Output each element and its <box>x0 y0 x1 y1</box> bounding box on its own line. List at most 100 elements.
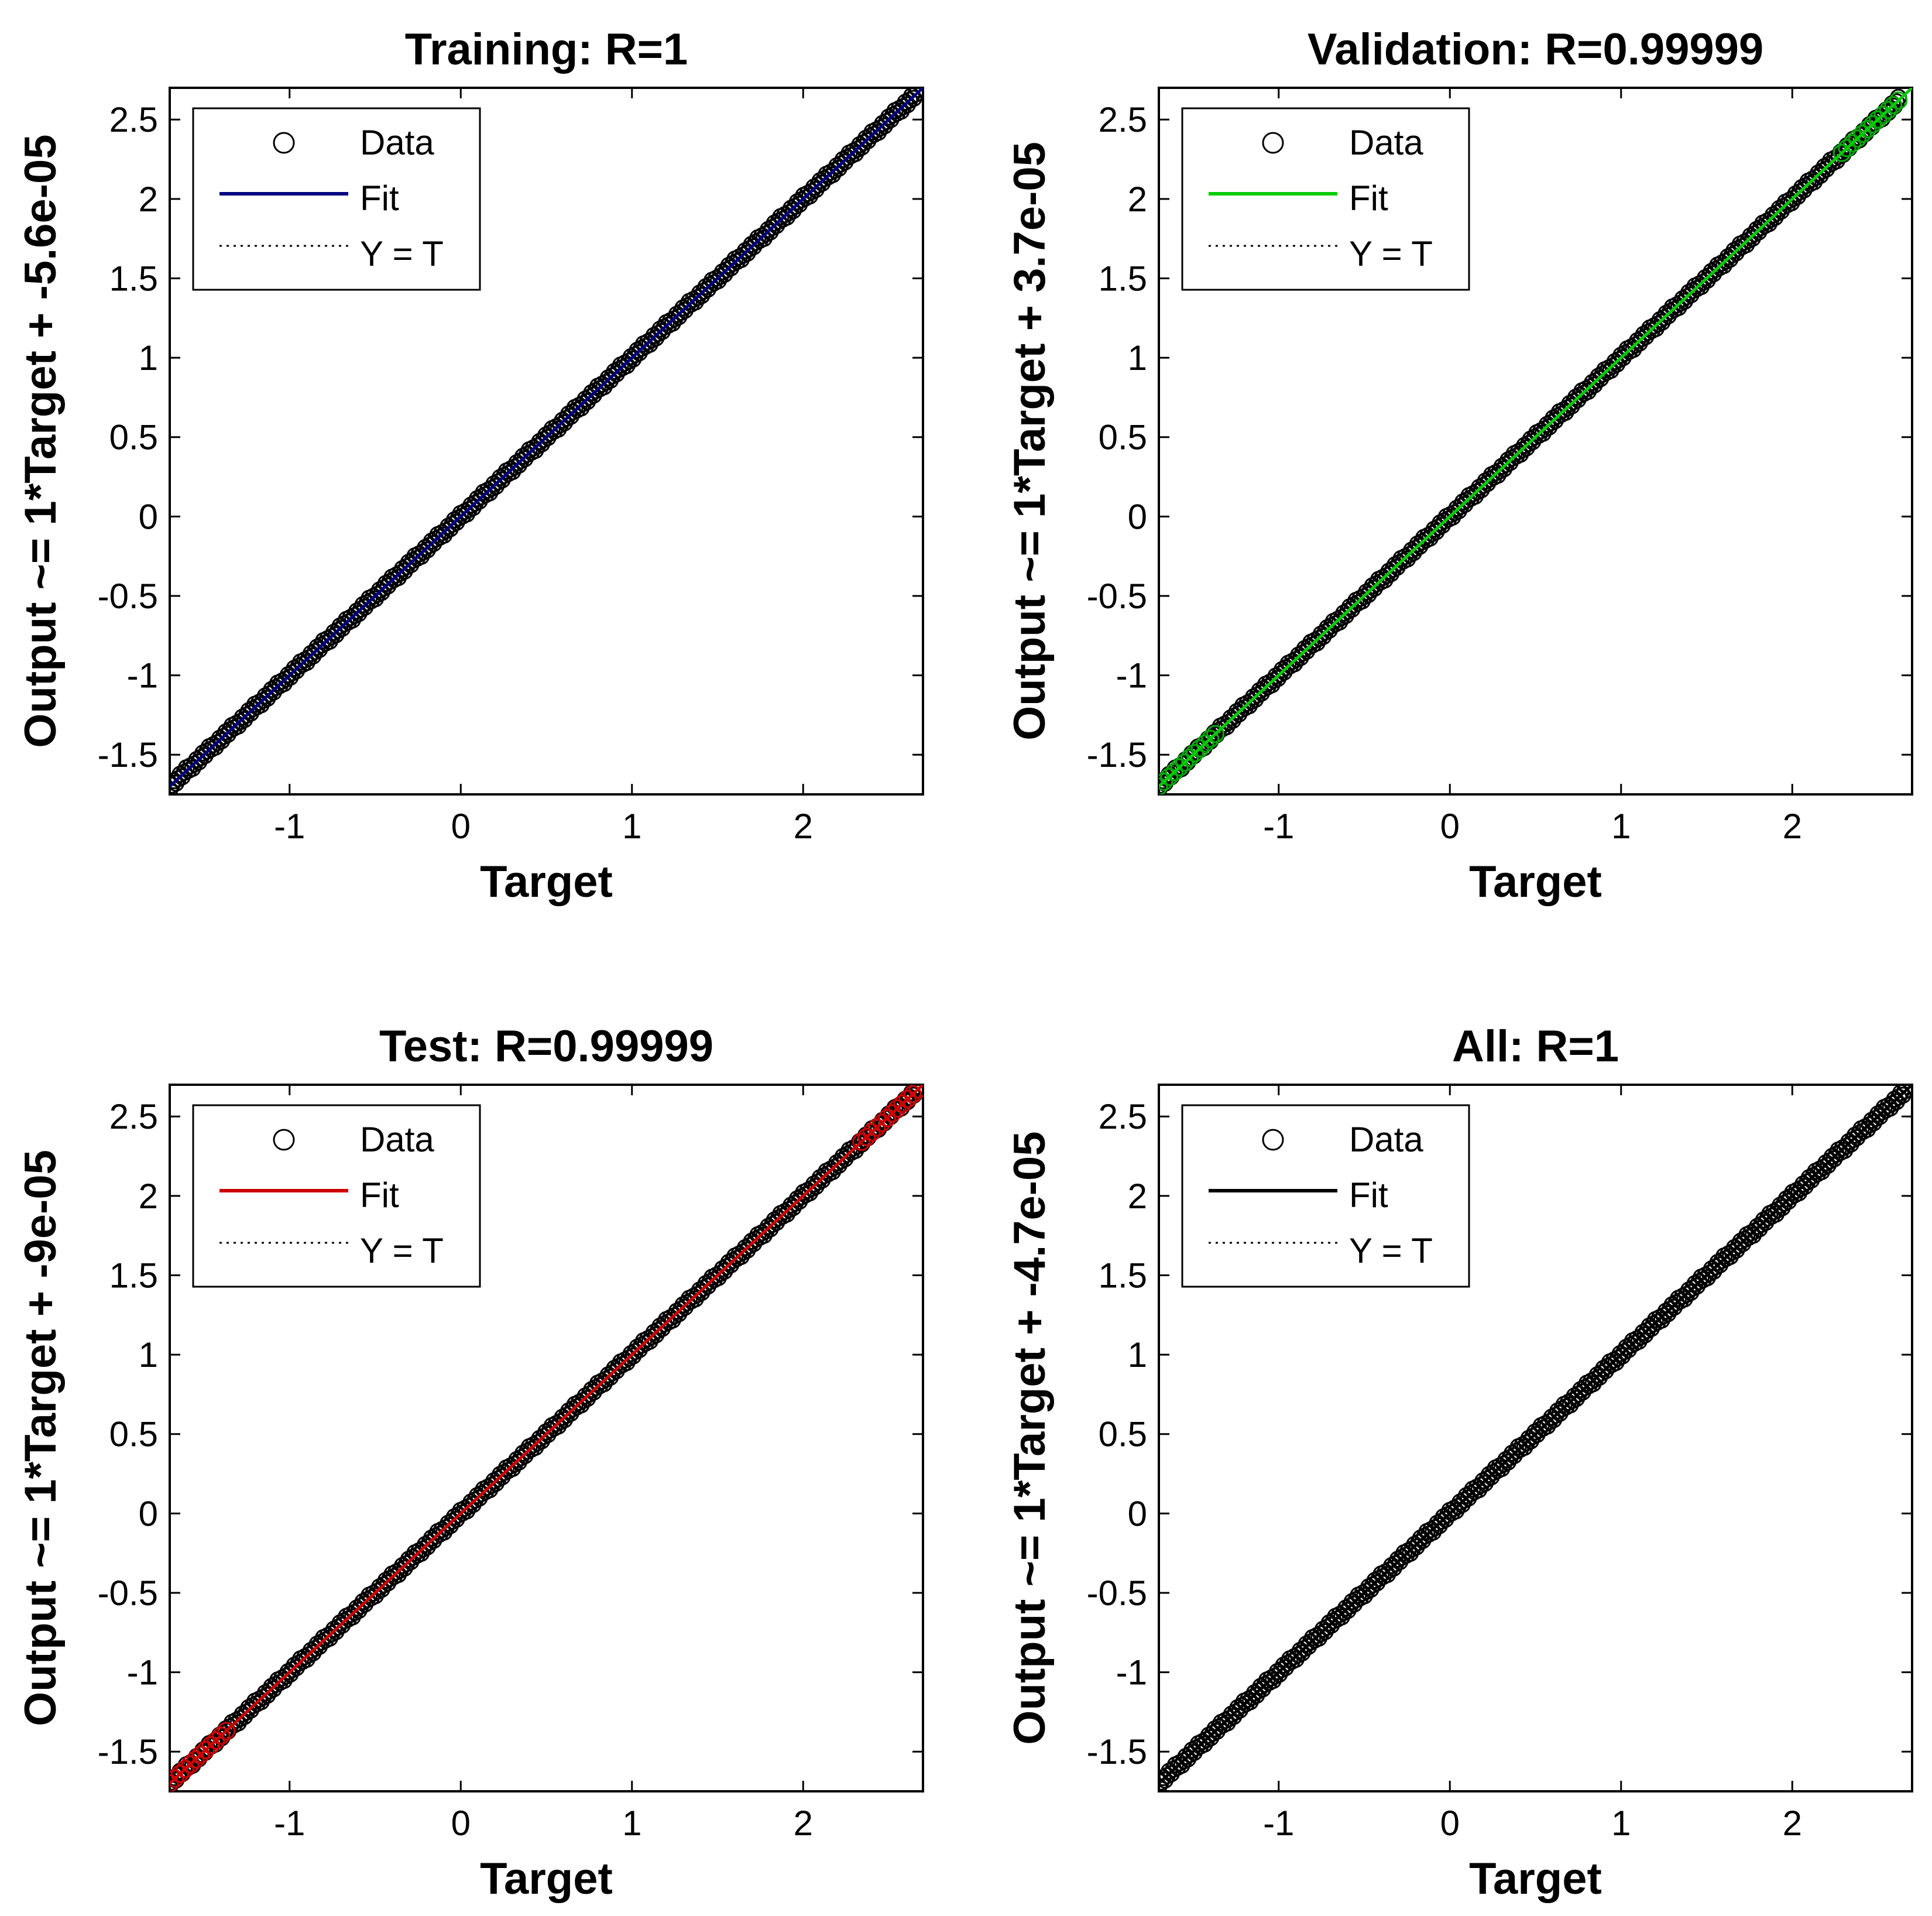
plot-area <box>1159 88 1912 794</box>
data-point-highlight <box>878 1109 897 1127</box>
plot-area <box>1159 1085 1912 1791</box>
x-tick-label: 0 <box>1440 807 1460 846</box>
x-tick-label: -1 <box>1263 1804 1294 1843</box>
y-axis-label: Output ~= 1*Target + 3.7e-05 <box>1005 142 1055 741</box>
data-point-highlight <box>1889 91 1908 110</box>
panel-4: -1 0 1 2 -1.5 -1 -0.5 0 0.5 1 1.5 2 2.5 All: R=1 Targe… <box>1005 1022 1913 1904</box>
data-point-highlight <box>201 1736 220 1754</box>
legend-entry-label: Fit <box>1349 1175 1388 1215</box>
y-tick-label: -1.5 <box>98 735 158 774</box>
legend-box <box>192 1104 481 1288</box>
y-tick-label: 1.5 <box>1099 1256 1147 1295</box>
y-axis-label: Output ~= 1*Target + -5.6e-05 <box>16 134 66 748</box>
y-tick-label: 2 <box>139 1177 158 1216</box>
y-tick-label: 2 <box>1128 180 1147 219</box>
y-tick-label: -0.5 <box>1087 1574 1147 1613</box>
y-tick-label: 0.5 <box>1099 1415 1147 1454</box>
y-tick-label: 1 <box>139 338 158 378</box>
fit-line <box>170 1085 923 1785</box>
data-point-highlight <box>857 1128 876 1147</box>
data-point-highlight <box>1159 777 1168 794</box>
data-point-highlight <box>1196 734 1214 753</box>
legend-data-marker <box>273 1129 295 1151</box>
x-tick-label: 2 <box>1783 1804 1802 1843</box>
y-tick-label: 0 <box>139 497 158 536</box>
data-point-highlight <box>1873 105 1892 124</box>
panel-2: -1 0 1 2 -1.5 -1 -0.5 0 0.5 1 1.5 2 2.5 Validation: R… <box>1005 25 1913 907</box>
data-point-highlight <box>1206 725 1225 743</box>
data-point-highlight <box>1833 143 1851 162</box>
data-point-highlight <box>1858 120 1877 139</box>
x-tick-label: 2 <box>1783 807 1802 846</box>
x-tick-label: 1 <box>1611 807 1631 846</box>
y-tick-label: 2.5 <box>109 1097 158 1136</box>
data-point-highlight <box>1838 139 1856 157</box>
panel-title: Test: R=0.99999 <box>379 1022 713 1071</box>
y-axis-label: Output ~= 1*Target + -4.7e-05 <box>1005 1131 1055 1744</box>
data-point-highlight <box>1160 767 1179 786</box>
data-point-highlight <box>1190 739 1209 758</box>
legend-entry-label: Data <box>1349 1120 1423 1159</box>
data-point-highlight <box>1181 749 1199 767</box>
y-tick-label: 0 <box>139 1494 158 1533</box>
legend-box <box>1181 107 1470 291</box>
plot-area <box>170 1085 923 1791</box>
y-tick-label: 1 <box>139 1335 158 1375</box>
data-point <box>1896 1085 1912 1099</box>
y-tick-label: 0.5 <box>1099 418 1147 457</box>
data-point-highlight <box>852 1133 871 1151</box>
y-tick-label: 0.5 <box>109 418 158 457</box>
data-point-highlight <box>1879 101 1897 119</box>
x-tick-label: 1 <box>622 807 641 846</box>
legend: Data Fit Y = T <box>1181 107 1470 291</box>
fit-line <box>1159 88 1912 788</box>
fit-line <box>170 88 923 788</box>
y-tick-label: -0.5 <box>98 577 158 616</box>
data-point-highlight <box>181 1755 200 1774</box>
y-tick-label: -1.5 <box>1087 1732 1147 1771</box>
legend: Data Fit Y = T <box>192 107 481 291</box>
x-tick-label: 0 <box>451 1804 471 1843</box>
y-tick-label: 0.5 <box>109 1415 158 1454</box>
y-tick-label: 2.5 <box>109 100 158 139</box>
data-point-highlight <box>873 1113 891 1132</box>
data-point-highlight <box>908 1085 923 1099</box>
data-point-highlight <box>191 1746 210 1764</box>
y-tick-label: -1.5 <box>1087 735 1147 774</box>
panel-1: -1 0 1 2 -1.5 -1 -0.5 0 0.5 1 1.5 2 2.5 Training: R=1… <box>16 25 924 907</box>
legend-entry-label: Data <box>360 1120 434 1159</box>
data-point-highlight <box>1864 115 1882 133</box>
data-point-highlight <box>1884 96 1903 115</box>
x-tick-label: 1 <box>622 1804 641 1843</box>
legend-box <box>192 107 481 291</box>
panel-3: -1 0 1 2 -1.5 -1 -0.5 0 0.5 1 1.5 2 2.5 Test: R=0.999… <box>16 1022 924 1904</box>
data-point <box>909 88 923 98</box>
legend: Data Fit Y = T <box>1181 1104 1470 1288</box>
data-point-highlight <box>903 1085 922 1103</box>
plot-area <box>170 88 923 794</box>
y-tick-label: -1 <box>127 656 158 695</box>
y-tick-label: -1.5 <box>98 1732 158 1771</box>
legend-entry-label: Fit <box>360 179 399 218</box>
y-tick-label: 0 <box>1128 1494 1147 1533</box>
data-point-highlight <box>1185 743 1204 762</box>
x-axis-label: Target <box>1469 1854 1602 1904</box>
data-point-highlight <box>170 1769 184 1788</box>
data-point <box>1898 1085 1912 1095</box>
legend-entry-label: Y = T <box>1349 234 1433 273</box>
legend-entry-label: Y = T <box>360 234 444 273</box>
data-point-highlight <box>1843 134 1862 153</box>
y-tick-label: 1 <box>1128 1335 1147 1375</box>
data-point-highlight <box>862 1123 881 1142</box>
data-point-highlight <box>170 1774 179 1791</box>
data-point-highlight <box>1159 772 1173 791</box>
y-tick-label: 2.5 <box>1099 1097 1147 1136</box>
x-tick-label: 0 <box>451 807 471 846</box>
y-tick-label: 1 <box>1128 338 1147 378</box>
data-point-highlight <box>1170 758 1189 777</box>
y-tick-label: -0.5 <box>98 1574 158 1613</box>
data-point-highlight <box>186 1750 205 1769</box>
data-point-highlight <box>212 1726 231 1745</box>
data-point <box>907 88 923 102</box>
